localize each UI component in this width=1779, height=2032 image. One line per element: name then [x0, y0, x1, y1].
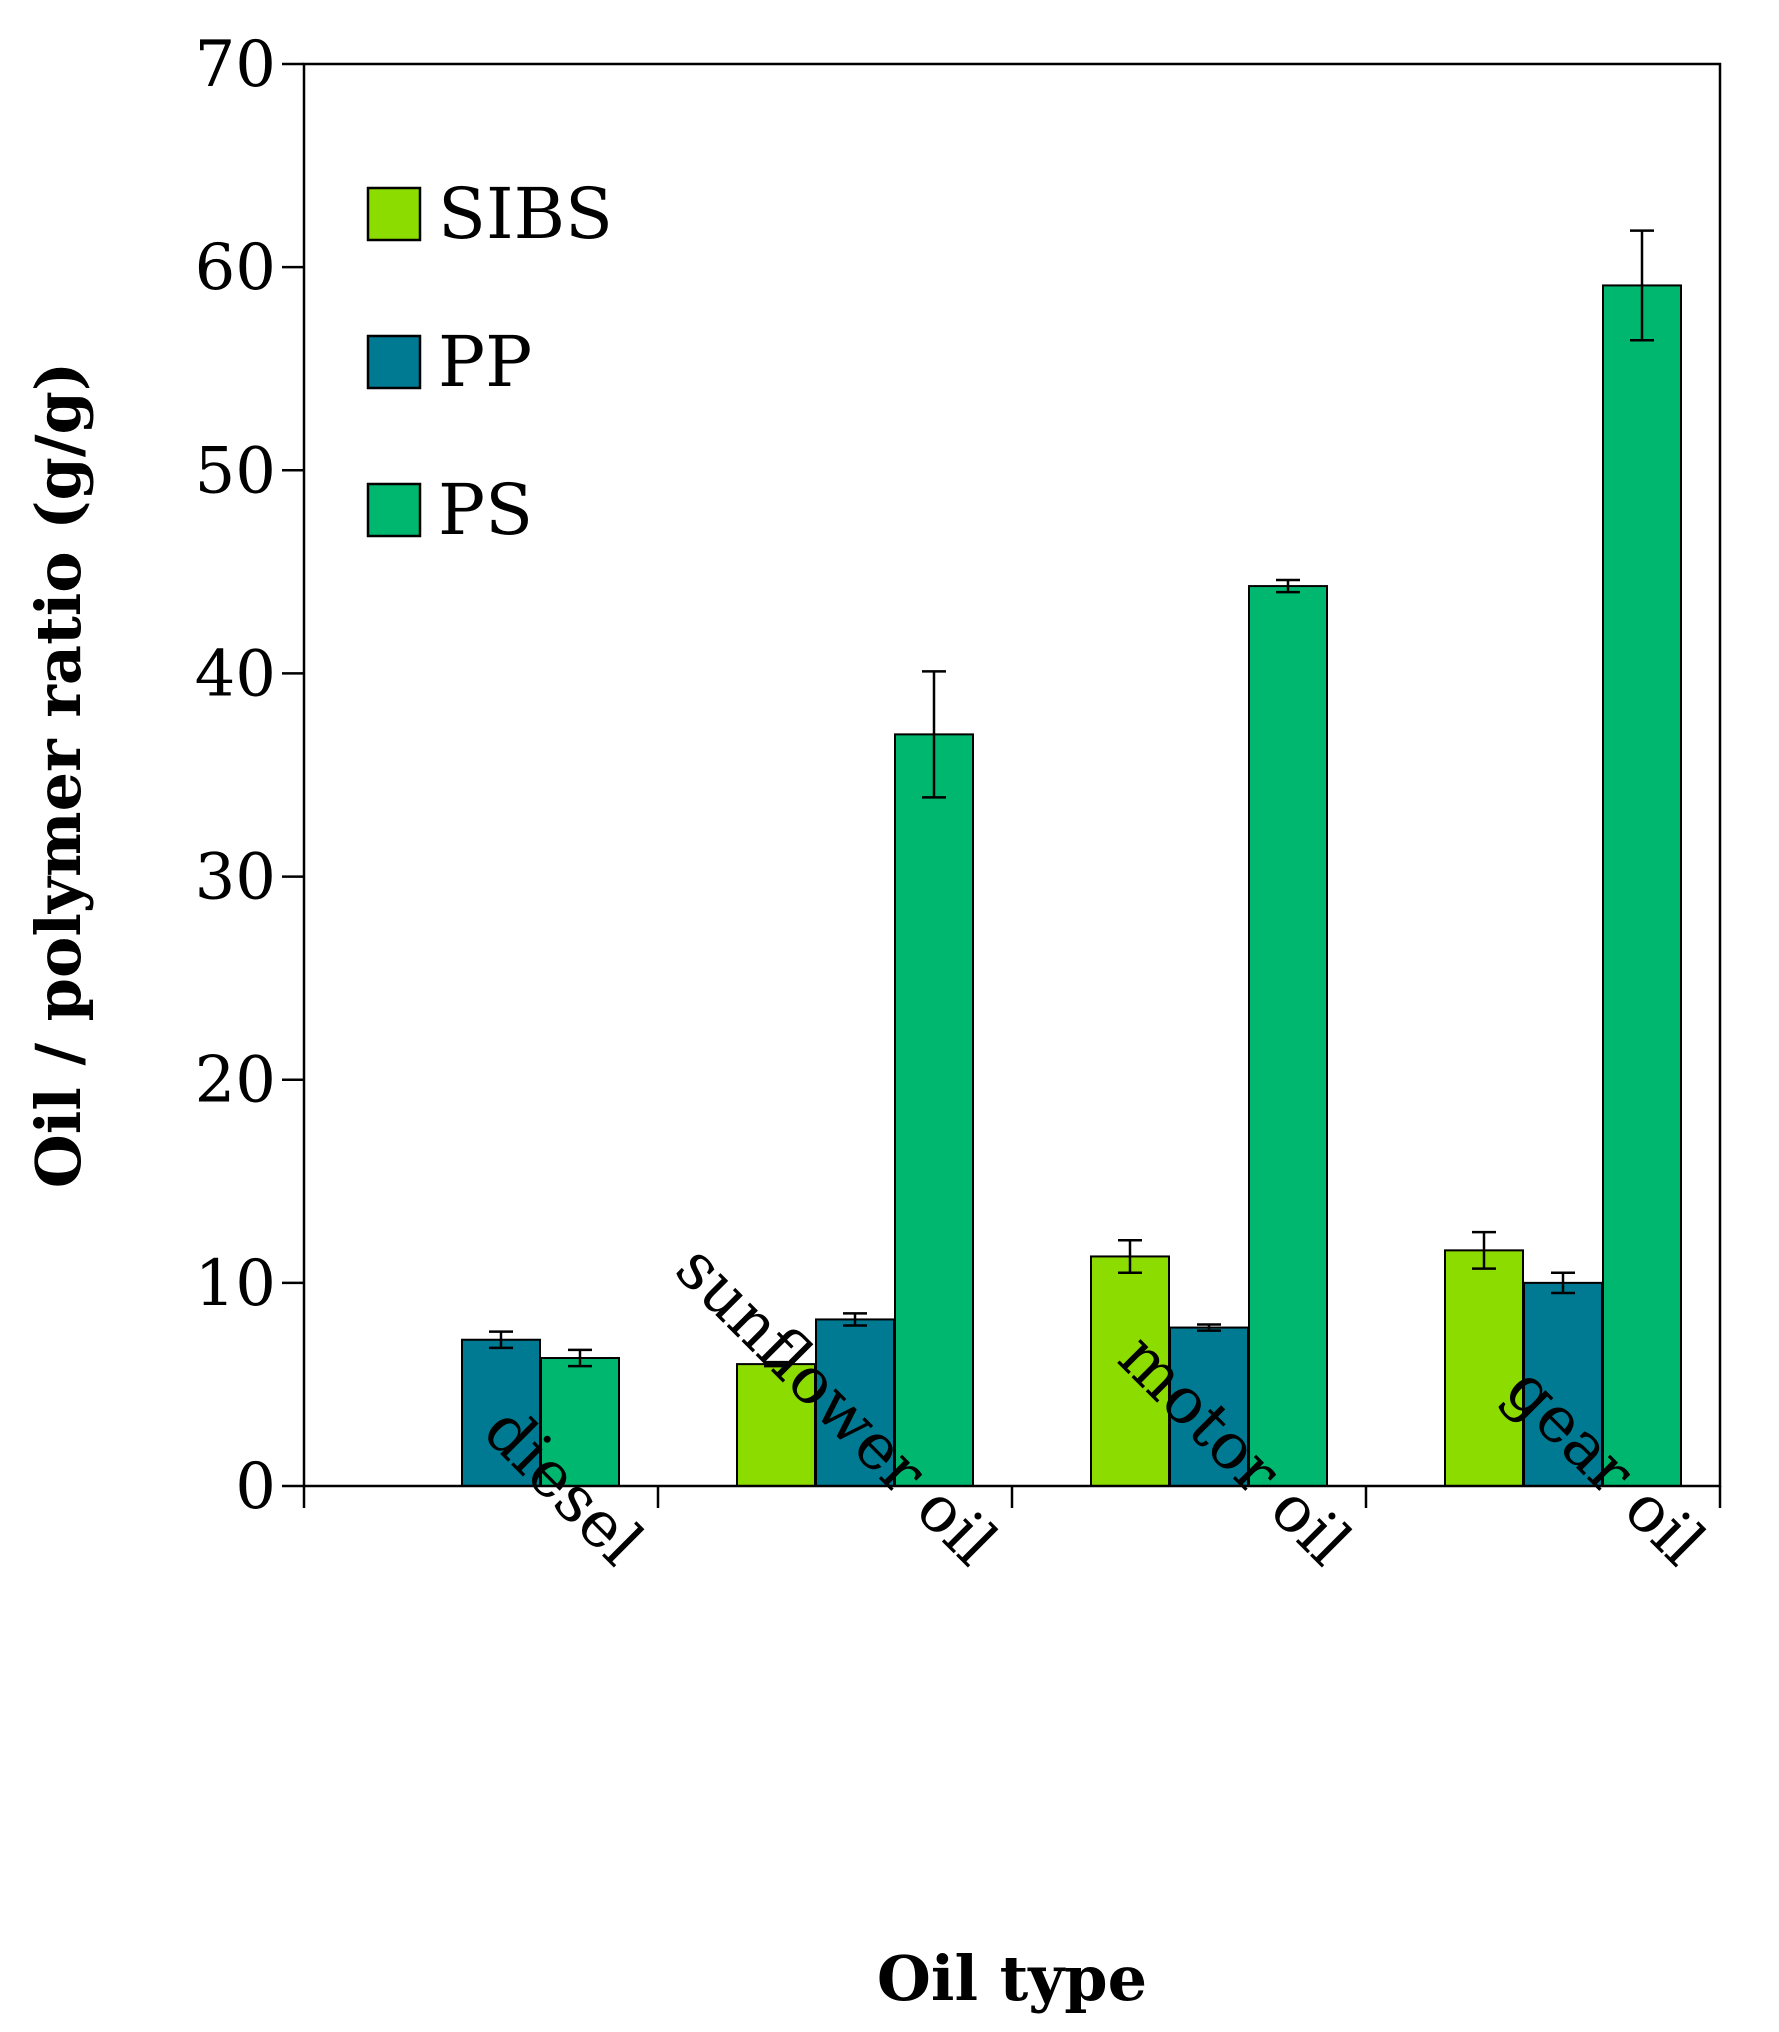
legend-label: PP	[438, 321, 532, 403]
bar-ps-diesel	[540, 1357, 620, 1488]
y-tick-label: 60	[195, 231, 276, 305]
error-bar-sibs-gear-oil	[1472, 1230, 1496, 1270]
legend-label: SIBS	[438, 173, 613, 255]
legend-swatch	[366, 482, 422, 538]
error-bar-sibs-sunflower-oil	[764, 1360, 788, 1368]
y-tick-label: 70	[195, 28, 276, 102]
legend-swatch	[366, 186, 422, 242]
legend-item-pp: PP	[366, 321, 532, 403]
error-bar-pp-gear-oil	[1551, 1271, 1575, 1295]
legend: SIBS PP PS	[366, 173, 613, 551]
error-bar-pp-diesel	[489, 1330, 513, 1350]
error-bar-ps-sunflower-oil	[922, 670, 946, 799]
error-bar-ps-motor-oil	[1276, 578, 1300, 594]
y-tick-label: 10	[195, 1247, 276, 1321]
error-bar-pp-sunflower-oil	[843, 1312, 867, 1327]
bar-ps-motor-oil	[1248, 585, 1328, 1487]
y-tick-label: 40	[195, 637, 276, 711]
y-tick-label: 20	[195, 1044, 276, 1118]
error-bar-ps-gear-oil	[1630, 229, 1654, 342]
bars-layer	[461, 284, 1682, 1488]
legend-item-ps: PS	[366, 469, 533, 551]
y-tick-label: 50	[195, 434, 276, 508]
bar-ps-sunflower-oil	[894, 733, 974, 1487]
error-bar-ps-diesel	[568, 1348, 592, 1368]
x-axis-title: Oil type	[877, 1942, 1147, 2015]
bar-pp-motor-oil	[1169, 1326, 1249, 1488]
error-bars-layer	[489, 229, 1654, 1368]
error-bar-sibs-motor-oil	[1118, 1238, 1142, 1274]
error-bar-pp-motor-oil	[1197, 1323, 1221, 1332]
bar-sibs-gear-oil	[1444, 1249, 1524, 1487]
legend-swatch	[366, 334, 422, 390]
y-tick-label: 30	[195, 841, 276, 915]
legend-item-sibs: SIBS	[366, 173, 613, 255]
y-axis-title: Oil / polymer ratio (g/g)	[22, 362, 95, 1189]
legend-label: PS	[438, 469, 533, 551]
y-tick-label: 0	[235, 1450, 276, 1524]
bar-ps-gear-oil	[1602, 284, 1682, 1488]
bar-pp-diesel	[461, 1338, 541, 1488]
